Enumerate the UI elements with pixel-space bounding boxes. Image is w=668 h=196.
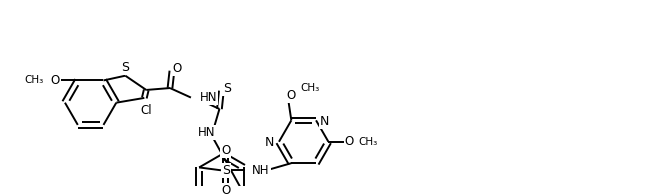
Text: O: O (221, 184, 230, 196)
Text: CH₃: CH₃ (359, 137, 378, 147)
Text: N: N (320, 115, 329, 128)
Text: O: O (50, 74, 59, 87)
Text: O: O (345, 135, 354, 148)
Text: S: S (122, 61, 130, 74)
Text: HN: HN (197, 126, 215, 139)
Text: CH₃: CH₃ (300, 83, 319, 93)
Text: N: N (265, 136, 274, 149)
Text: S: S (223, 82, 231, 94)
Text: S: S (222, 164, 230, 177)
Text: Cl: Cl (140, 104, 152, 117)
Text: O: O (287, 89, 296, 102)
Text: NH: NH (253, 164, 270, 177)
Text: CH₃: CH₃ (24, 75, 43, 85)
Text: HN: HN (200, 91, 217, 104)
Text: O: O (172, 62, 181, 75)
Text: O: O (221, 144, 230, 157)
